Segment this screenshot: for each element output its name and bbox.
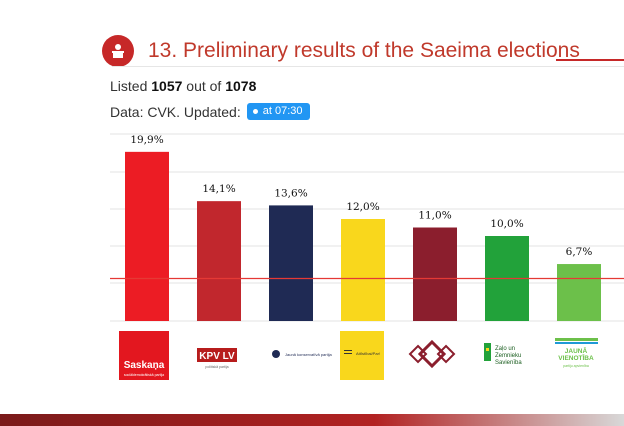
logo-saskana-name: Saskaņa: [124, 360, 165, 371]
logo-zzs-line2: Zemnieku: [495, 353, 521, 359]
logo-kpv: KPV LV politiskā partija: [197, 348, 237, 369]
logo-saskana-sub: sociāldemokrātiskā partija: [124, 373, 164, 377]
logo-zzs-line1: Zaļo un: [495, 346, 515, 352]
listed-prefix: Listed: [110, 78, 148, 94]
clock-icon: [252, 108, 258, 114]
listed-count: 1057: [151, 78, 183, 94]
listed-total: 1078: [225, 78, 257, 94]
logo-zzs-line3: Savienība: [495, 360, 522, 366]
logo-zzs: Zaļo un Zemnieku Savienība: [484, 343, 522, 366]
logo-jv: JAUNĀ VIENOTĪBA partiju apvienība: [555, 338, 598, 368]
logo-na: [408, 339, 456, 369]
listed-middle: out of: [186, 78, 222, 94]
updated-badge: at 07:30: [246, 103, 310, 120]
logo-jv-line1: JAUNĀ: [565, 347, 588, 355]
logo-jkp: Jaunā konservatīvā partija: [272, 350, 332, 358]
updated-time: at 07:30: [262, 105, 303, 117]
page-bottom-bar: [0, 414, 624, 426]
logo-attistibai: Attīstībai/Par!: [340, 331, 384, 380]
data-source-line: Data: CVK. Updated: at 07:30: [110, 103, 310, 120]
logo-saskana: Saskaņa sociāldemokrātiskā partija: [119, 331, 169, 380]
title-accent-rule: [556, 59, 624, 61]
title-row: 13. Preliminary results of the Saeima el…: [102, 34, 580, 68]
logo-jv-line2: VIENOTĪBA: [558, 354, 594, 362]
logo-jkp-name: Jaunā konservatīvā partija: [285, 352, 332, 357]
logo-kpv-name: KPV LV: [199, 351, 235, 362]
logo-jv-sub: partiju apvienība: [563, 364, 589, 368]
ballot-icon: [102, 35, 134, 67]
logo-attistibai-name: Attīstībai/Par!: [356, 351, 380, 356]
listed-summary: Listed 1057 out of 1078: [110, 78, 256, 94]
title-divider: [112, 66, 624, 67]
logo-kpv-sub: politiskā partija: [205, 365, 228, 369]
page-title: 13. Preliminary results of the Saeima el…: [148, 39, 580, 62]
data-source-label: Data: CVK. Updated:: [110, 103, 241, 120]
